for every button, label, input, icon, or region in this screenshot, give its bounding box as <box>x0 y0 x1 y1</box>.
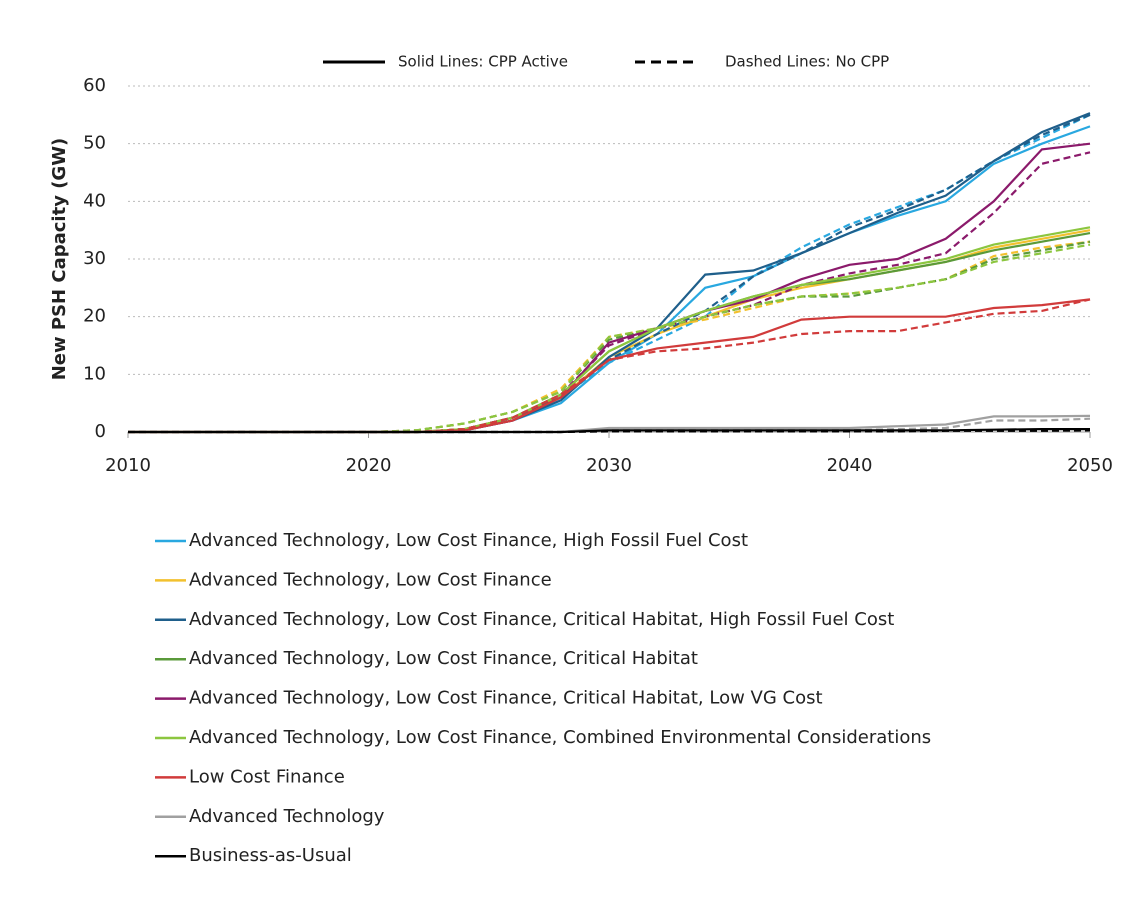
legend-label: Advanced Technology, Low Cost Finance, H… <box>189 530 748 551</box>
y-tick-label: 40 <box>83 190 106 211</box>
y-tick-label: 30 <box>83 248 106 269</box>
series-line <box>128 232 1091 434</box>
y-tick-label: 60 <box>83 75 106 96</box>
series-line <box>128 298 1091 434</box>
y-axis-label: New PSH Capacity (GW) <box>49 138 70 381</box>
x-tick-label: 2020 <box>346 455 392 476</box>
legend-label: Advanced Technology, Low Cost Finance, C… <box>189 609 894 630</box>
series-line <box>128 113 1091 434</box>
x-tick-label: 2010 <box>105 455 151 476</box>
style-legend-label: Solid Lines: CPP Active <box>398 53 568 71</box>
legend-label: Advanced Technology, Low Cost Finance, C… <box>189 727 931 748</box>
y-tick-label: 20 <box>83 306 106 327</box>
x-tick-label: 2050 <box>1067 455 1113 476</box>
series-line <box>128 429 1091 434</box>
series-line <box>128 298 1091 434</box>
legend-label: Low Cost Finance <box>189 766 345 787</box>
legend-label: Advanced Technology, Low Cost Finance, C… <box>189 688 823 709</box>
series-line <box>128 113 1091 434</box>
y-tick-label: 0 <box>95 421 106 442</box>
series-line <box>128 243 1091 434</box>
series-line <box>128 112 1091 434</box>
y-tick-label: 10 <box>83 363 106 384</box>
series-line <box>128 226 1091 434</box>
y-tick-label: 50 <box>83 133 106 154</box>
legend-label: Advanced Technology, Low Cost Finance, C… <box>189 648 698 669</box>
series-line <box>128 229 1091 434</box>
series-line <box>128 142 1091 434</box>
legend-label: Advanced Technology, Low Cost Finance <box>189 569 552 590</box>
x-tick-label: 2040 <box>827 455 873 476</box>
legend-label: Business-as-Usual <box>189 845 352 866</box>
x-tick-label: 2030 <box>586 455 632 476</box>
style-legend-label: Dashed Lines: No CPP <box>725 53 889 71</box>
legend-label: Advanced Technology <box>189 806 385 827</box>
